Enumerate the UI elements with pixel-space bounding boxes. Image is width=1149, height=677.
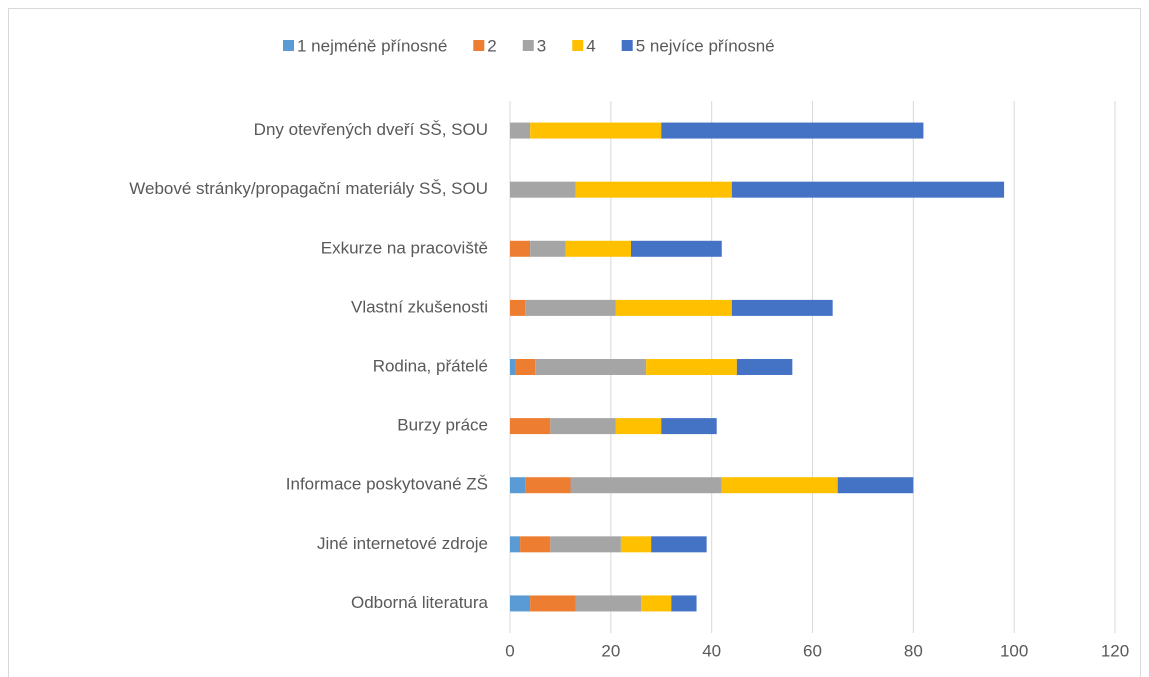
y-tick-label: Burzy práce — [397, 416, 488, 435]
bar-segment — [661, 418, 717, 435]
x-tick-label: 80 — [904, 641, 923, 660]
y-tick-label: Informace poskytované ZŠ — [286, 475, 488, 494]
bar-segment — [661, 122, 924, 139]
bar-segment — [530, 595, 576, 612]
bar-segment — [550, 536, 621, 553]
bar-segment — [515, 359, 536, 375]
bar-segment — [565, 240, 631, 257]
legend-swatch — [283, 40, 294, 51]
bar-segment — [575, 181, 732, 198]
bar-segment — [631, 240, 722, 257]
bar-segment — [510, 122, 531, 139]
bar-segment — [550, 418, 616, 435]
y-tick-label: Vlastní zkušenosti — [351, 297, 488, 316]
bar-segment — [615, 299, 732, 316]
x-tick-label: 40 — [702, 641, 721, 660]
bar-segment — [620, 536, 652, 553]
bar-segment — [736, 359, 793, 375]
bar-segment — [641, 595, 672, 612]
bar-segment — [837, 477, 914, 494]
bar-segment — [530, 122, 662, 139]
bar-segment — [510, 299, 526, 316]
bar-segment — [721, 477, 838, 494]
chart-border — [8, 8, 1141, 677]
bar-segment — [525, 299, 616, 316]
bar-segment — [731, 299, 833, 316]
bar-segment — [510, 181, 576, 198]
x-tick-label: 20 — [601, 641, 620, 660]
x-tick-label: 60 — [803, 641, 822, 660]
bar-segment — [575, 595, 642, 612]
bar-segment — [535, 359, 647, 375]
bar-segment — [510, 595, 531, 612]
bar-segment — [510, 240, 531, 257]
y-tick-label: Exkurze na pracoviště — [321, 238, 488, 257]
bar-segment — [510, 418, 551, 435]
y-tick-label: Jiné internetové zdroje — [317, 534, 488, 553]
x-tick-label: 120 — [1101, 641, 1129, 660]
legend-label: 4 — [586, 36, 595, 55]
y-tick-label: Dny otevřených dveří SŠ, SOU — [254, 120, 488, 139]
bar-segment — [646, 359, 737, 375]
x-tick-label: 0 — [505, 641, 514, 660]
y-tick-label: Rodina, přátelé — [373, 356, 488, 375]
legend-swatch — [621, 40, 633, 51]
y-tick-label: Odborná literatura — [351, 593, 489, 612]
bar-segment — [615, 418, 662, 435]
bar-segment — [510, 536, 521, 553]
bar-segment — [510, 477, 526, 494]
bar-segment — [651, 536, 707, 553]
bar-segment — [570, 477, 722, 494]
legend-swatch — [522, 40, 534, 51]
bar-segment — [530, 240, 566, 257]
legend-label: 5 nejvíce přínosné — [636, 36, 775, 55]
x-tick-label: 100 — [1000, 641, 1028, 660]
bar-segment — [671, 595, 697, 612]
legend-swatch — [572, 40, 584, 51]
bar-segment — [731, 181, 1005, 198]
legend-label: 3 — [537, 36, 546, 55]
legend-label: 1 nejméně přínosné — [297, 36, 447, 55]
legend-label: 2 — [487, 36, 496, 55]
y-tick-label: Webové stránky/propagační materiály SŠ, … — [129, 179, 488, 198]
bar-segment — [510, 359, 516, 375]
legend-swatch — [473, 40, 485, 51]
bar-segment — [525, 477, 571, 494]
bar-segment — [520, 536, 551, 553]
